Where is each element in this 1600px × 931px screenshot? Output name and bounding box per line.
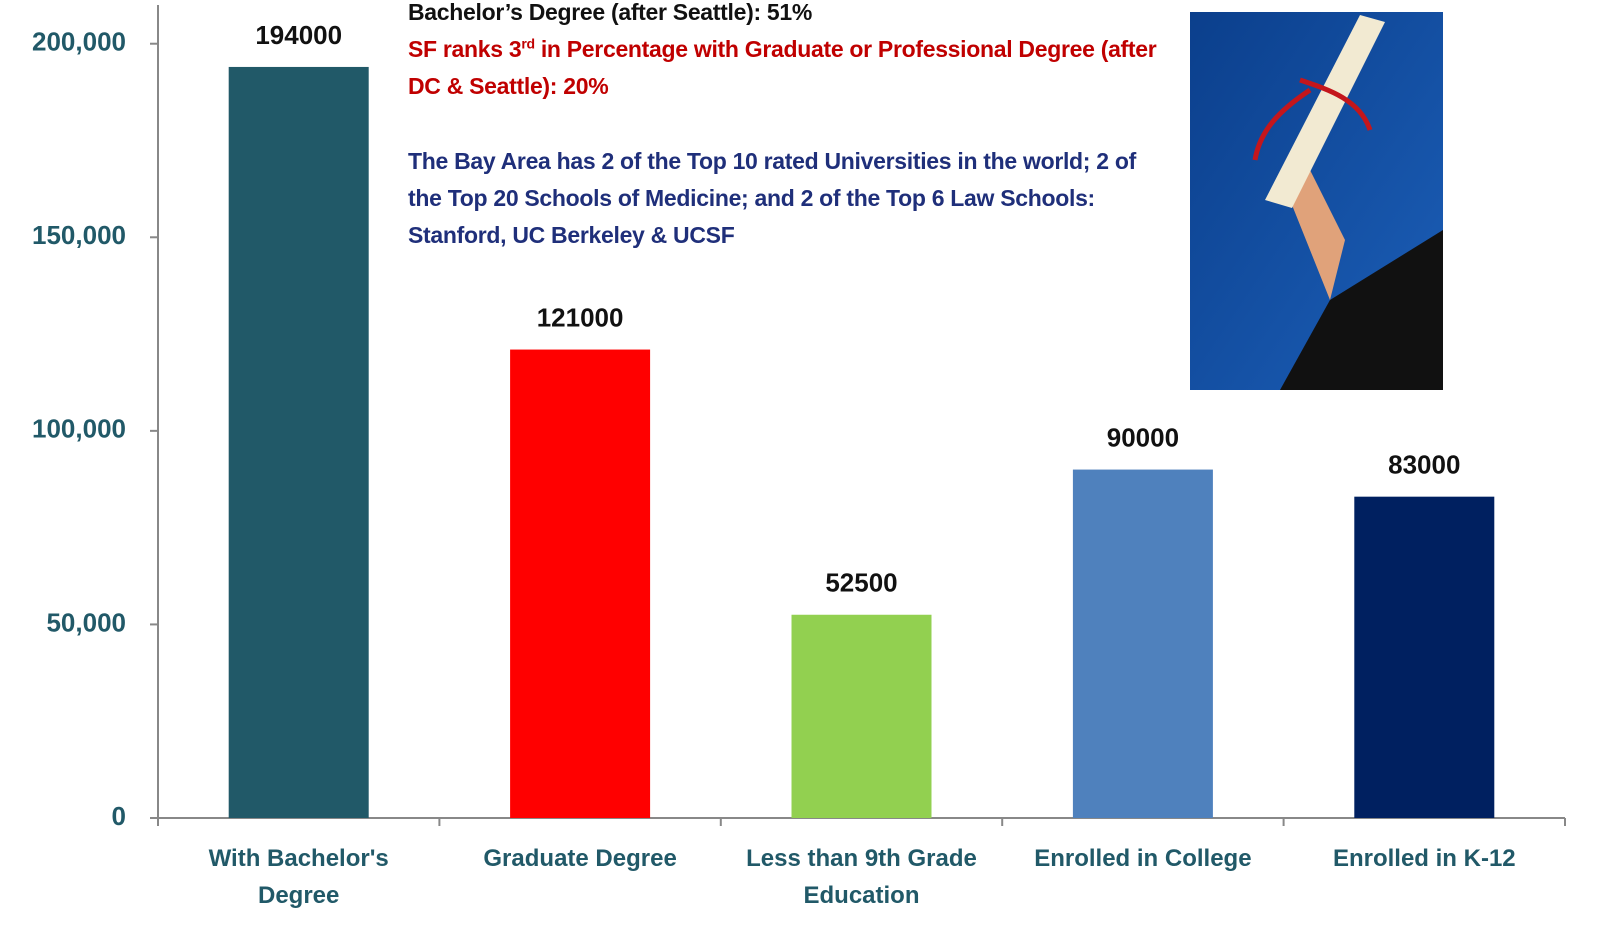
y-tick-label: 150,000 — [32, 220, 126, 250]
annotation-text: in Percentage with Graduate or Professio… — [408, 36, 1157, 99]
annotation: Bachelor’s Degree (after Seattle): 51% — [408, 0, 1168, 31]
annotation-text: Bachelor’s Degree (after Seattle): 51% — [408, 0, 813, 25]
data-label: 83000 — [1388, 450, 1460, 480]
bar — [791, 614, 932, 818]
x-tick-label: Enrolled in K-12 — [1332, 845, 1516, 872]
annotation: The Bay Area has 2 of the Top 10 rated U… — [408, 143, 1168, 254]
y-tick-label: 0 — [112, 801, 126, 831]
bar — [510, 349, 651, 818]
bar — [1072, 469, 1213, 818]
annotation-text: The Bay Area has 2 of the Top 10 rated U… — [408, 148, 1136, 248]
data-label: 121000 — [537, 302, 624, 332]
x-tick-label: Less than 9th Grade Education — [746, 845, 977, 909]
annotations: Bachelor’s Degree (after Seattle): 51% SF… — [408, 0, 1168, 254]
annotation: SF ranks 3rd in Percentage with Graduate… — [408, 31, 1168, 105]
annotation-text: rd — [521, 35, 535, 52]
x-tick-label: Enrolled in College — [1034, 845, 1252, 872]
data-label: 194000 — [255, 20, 342, 50]
y-tick-label: 100,000 — [32, 414, 126, 444]
annotation-text: SF ranks 3 — [408, 36, 522, 62]
bar — [228, 66, 369, 818]
x-tick-label: With Bachelor's Degree — [208, 845, 389, 909]
data-label: 90000 — [1107, 422, 1179, 452]
photo — [1190, 12, 1443, 390]
data-label: 52500 — [825, 568, 897, 598]
x-tick-label: Graduate Degree — [483, 845, 677, 872]
bar — [1354, 496, 1495, 818]
y-tick-label: 50,000 — [46, 607, 126, 637]
y-tick-label: 200,000 — [32, 27, 126, 57]
